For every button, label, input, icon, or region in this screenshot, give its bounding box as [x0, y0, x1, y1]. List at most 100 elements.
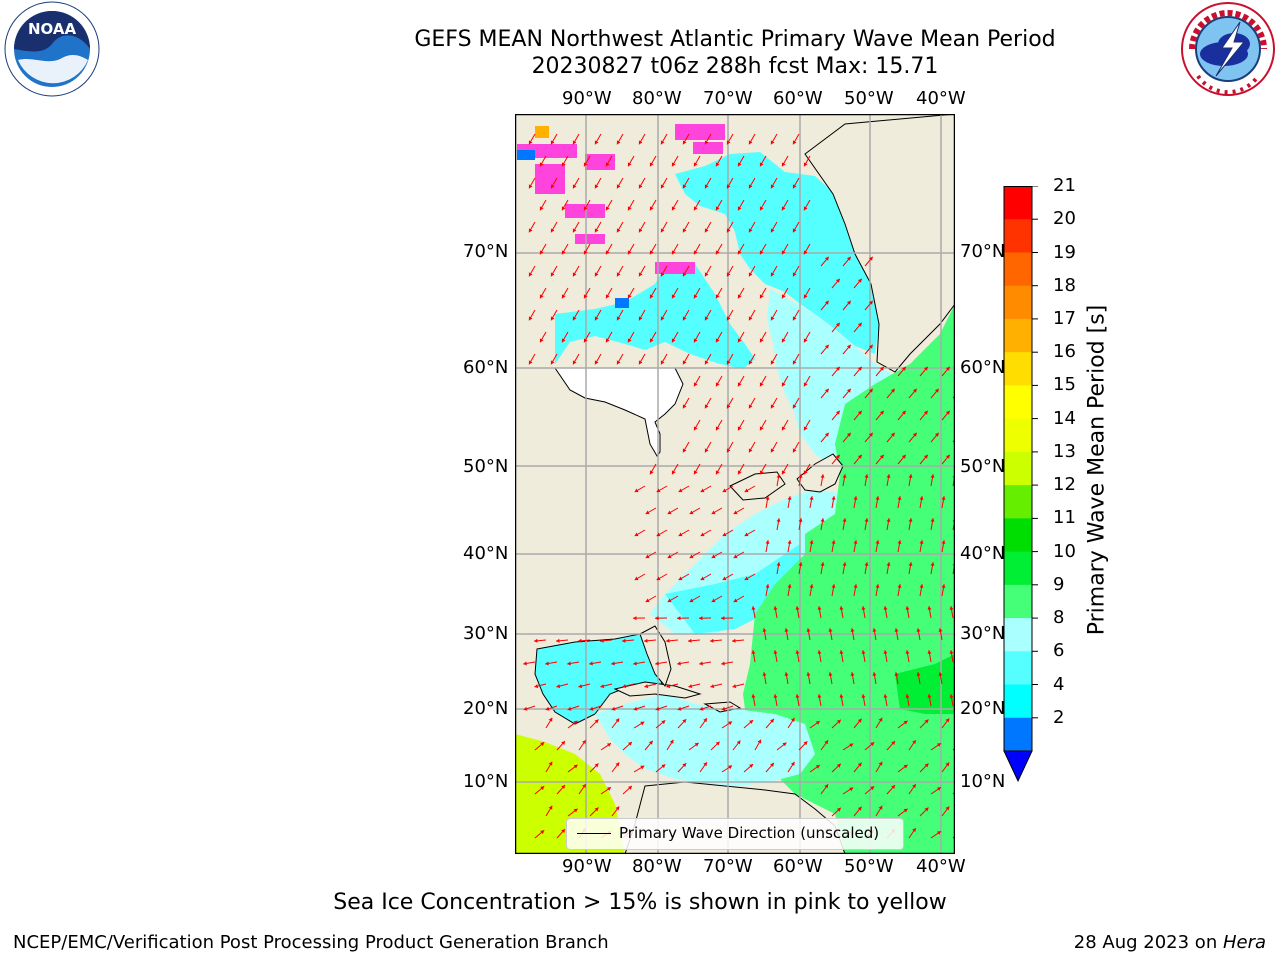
wave-direction-arrowhead: [875, 584, 880, 588]
wave-direction-arrowhead: [765, 584, 770, 588]
wave-direction-arrowhead: [710, 638, 714, 643]
wave-direction-arrowhead: [894, 628, 899, 632]
wave-direction-arrowhead: [930, 474, 935, 478]
wave-direction-arrowhead: [836, 719, 841, 724]
colorbar-tick-label: 4: [1053, 673, 1065, 695]
wave-direction-arrowhead: [638, 360, 643, 365]
colorbar-segment: [1004, 252, 1032, 287]
wave-direction-arrowhead: [787, 496, 792, 500]
map-title: GEFS MEAN Northwest Atlantic Primary Wav…: [414, 27, 1056, 52]
wave-direction-arrowhead: [523, 661, 527, 666]
wave-direction-arrowhead: [671, 294, 676, 299]
wave-direction-arrowhead: [700, 532, 705, 537]
wave-direction-arrowhead: [638, 228, 643, 233]
wave-direction-arrowhead: [919, 540, 924, 544]
wave-direction-arrowhead: [897, 540, 902, 544]
wave-direction-arrowhead: [835, 410, 840, 415]
wave-direction-arrowhead: [615, 762, 620, 767]
wave-direction-arrowhead: [667, 554, 672, 559]
wave-direction-arrowhead: [545, 661, 549, 666]
wave-direction-arrowhead: [853, 540, 858, 544]
wave-period-map: [514, 113, 956, 855]
wave-direction-arrowhead: [803, 426, 808, 431]
wave-direction-arrowhead: [792, 228, 797, 233]
wave-direction-arrowhead: [870, 742, 875, 747]
wave-direction-arrowhead: [649, 294, 654, 299]
wave-direction-arrowhead: [528, 184, 533, 189]
wave-direction-arrowhead: [868, 432, 873, 437]
lon-label-top-60w: 60°W: [773, 88, 823, 109]
wave-direction-arrowhead: [711, 554, 716, 559]
colorbar-tick-label: 15: [1053, 374, 1076, 396]
wave-direction-arrowhead: [886, 562, 891, 566]
lat-label-right-60n: 60°N: [960, 357, 1006, 378]
wave-direction-arrowhead: [901, 454, 906, 459]
wave-direction-arrowhead: [930, 562, 935, 566]
wave-direction-arrowhead: [649, 338, 654, 343]
wave-direction-arrowhead: [815, 721, 820, 725]
wave-direction-arrowhead: [693, 382, 698, 387]
wave-direction-arrowhead: [776, 562, 781, 566]
wave-direction-arrowhead: [715, 338, 720, 343]
colorbar-segment: [1004, 285, 1032, 320]
colorbar-segment: [1004, 219, 1032, 253]
wave-direction-arrowhead: [891, 741, 895, 745]
wave-direction-arrowhead: [693, 250, 698, 255]
wave-direction-arrowhead: [616, 360, 621, 365]
wave-direction-arrowhead: [908, 474, 913, 478]
wave-direction-arrowhead: [616, 316, 621, 321]
wave-direction-arrowhead: [649, 162, 654, 167]
wave-direction-arrowhead: [787, 540, 792, 544]
wave-direction-arrowhead: [770, 448, 775, 453]
wave-direction-arrowhead: [726, 316, 731, 321]
central-atlantic-region: [743, 304, 955, 854]
wave-direction-arrowhead: [901, 366, 906, 371]
wave-direction-arrowhead: [817, 606, 822, 610]
wave-direction-arrowhead: [583, 338, 588, 343]
wave-direction-arrowhead: [583, 206, 588, 211]
wave-direction-arrowhead: [561, 829, 565, 833]
wave-direction-arrowhead: [792, 184, 797, 189]
wave-direction-arrowhead: [861, 650, 866, 654]
wave-direction-arrowhead: [572, 228, 577, 233]
wave-direction-arrowhead: [667, 598, 672, 603]
lat-label-right-70n: 70°N: [960, 241, 1006, 262]
wave-direction-arrowhead: [640, 721, 645, 726]
wave-direction-arrowhead: [704, 360, 709, 365]
wave-direction-arrowhead: [550, 316, 555, 321]
wave-direction-arrowhead: [868, 344, 873, 349]
wave-direction-arrowhead: [945, 762, 950, 767]
wave-direction-arrowhead: [732, 638, 736, 643]
credit-date-text: 28 Aug 2023 on: [1073, 932, 1223, 953]
wave-direction-arrowhead: [561, 206, 566, 211]
wave-direction-arrowhead: [540, 786, 545, 791]
wave-direction-arrowhead: [941, 496, 946, 500]
colorbar-title: Primary Wave Mean Period [s]: [1084, 304, 1110, 636]
wave-direction-arrowhead: [890, 388, 895, 393]
wave-direction-arrowhead: [627, 162, 632, 167]
wave-direction-arrowhead: [682, 272, 687, 277]
wave-direction-arrowhead: [693, 162, 698, 167]
wave-direction-arrowhead: [937, 787, 941, 791]
wave-direction-arrowhead: [905, 606, 910, 610]
wave-direction-arrowhead: [792, 360, 797, 365]
wave-direction-arrowhead: [776, 518, 781, 522]
wave-direction-arrowhead: [759, 162, 764, 167]
wave-direction-arrowhead: [704, 184, 709, 189]
wave-direction-arrowhead: [600, 684, 605, 689]
wave-direction-arrowhead: [912, 388, 917, 393]
colorbar-tick-label: 12: [1053, 474, 1076, 496]
wave-direction-arrowhead: [726, 228, 731, 233]
wave-direction-arrowhead: [770, 272, 775, 277]
wave-direction-arrowhead: [736, 740, 741, 745]
wave-direction-arrowhead: [748, 404, 753, 409]
wave-direction-arrowhead: [572, 272, 577, 277]
wave-direction-arrowhead: [594, 763, 599, 768]
wave-direction-arrowhead: [905, 694, 910, 698]
credit-branch: NCEP/EMC/Verification Post Processing Pr…: [13, 932, 609, 953]
colorbar-tick-label: 2: [1053, 706, 1065, 728]
wave-direction-arrowhead: [594, 184, 599, 189]
wave-direction-arrowhead: [781, 338, 786, 343]
map-legend: Primary Wave Direction (unscaled): [566, 818, 904, 850]
wave-direction-arrowhead: [784, 628, 789, 632]
